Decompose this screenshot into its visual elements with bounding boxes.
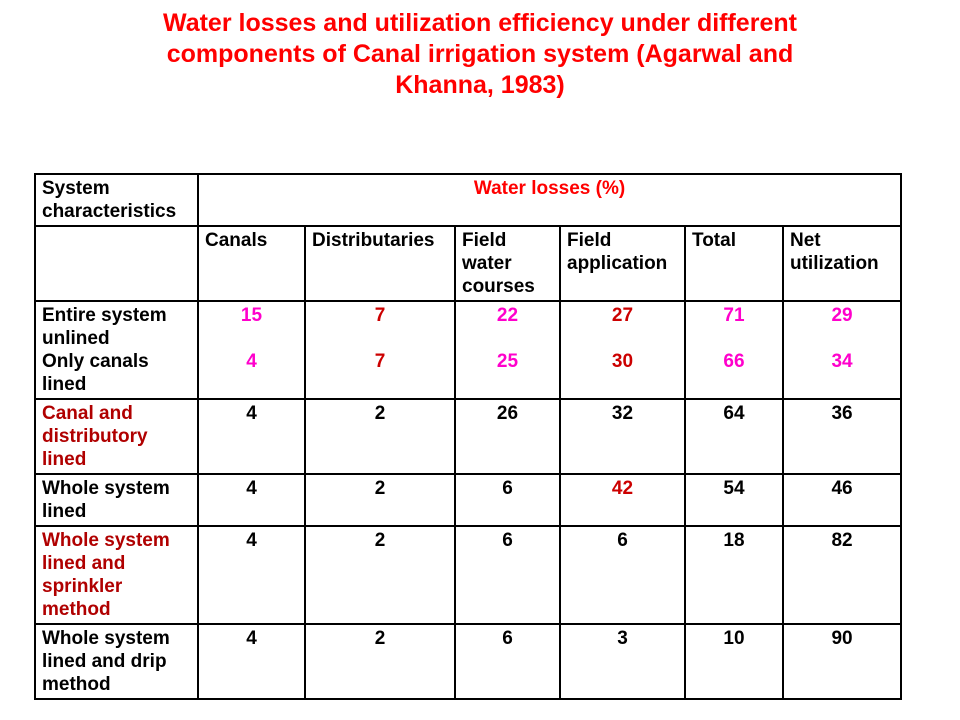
value: 25 xyxy=(496,351,519,372)
row-label-only-canals-lined: Only canals lined xyxy=(42,351,149,395)
value: 30 xyxy=(611,351,634,372)
value: 71 xyxy=(723,305,745,326)
value: 29 xyxy=(831,305,853,326)
cell-total: 71 66 xyxy=(684,300,784,400)
col-header-total: Total xyxy=(684,225,784,302)
cell-field-water-courses: 6 xyxy=(454,473,561,527)
cell-distributaries: 2 xyxy=(304,623,456,700)
col-header-field-application: Field application xyxy=(559,225,686,302)
cell-field-application: 6 xyxy=(559,525,686,625)
title-line-3: Khanna, 1983) xyxy=(395,71,565,99)
cell-field-application: 42 xyxy=(559,473,686,527)
row-label-whole-system-lined: Whole system lined xyxy=(34,473,199,527)
system-characteristics-header: System characteristics xyxy=(34,173,199,227)
cell-distributaries: 2 xyxy=(304,473,456,527)
cell-canals: 4 xyxy=(197,398,306,475)
value: 7 xyxy=(374,351,386,372)
page-title: Water losses and utilization efficiency … xyxy=(70,8,890,101)
row-label-whole-system-lined-drip: Whole system lined and drip method xyxy=(34,623,199,700)
table-row: Whole system lined and sprinkler method … xyxy=(34,525,903,625)
cell-field-water-courses: 22 25 xyxy=(454,300,561,400)
cell-total: 10 xyxy=(684,623,784,700)
cell-total: 64 xyxy=(684,398,784,475)
cell-canals: 4 xyxy=(197,623,306,700)
cell-distributaries: 2 xyxy=(304,525,456,625)
value: 4 xyxy=(246,351,257,372)
cell-net-utilization: 29 34 xyxy=(781,300,903,400)
row-label-whole-system-lined-sprinkler: Whole system lined and sprinkler method xyxy=(34,525,199,625)
table-row: Entire system unlined Only canals lined 1… xyxy=(34,300,903,400)
value: 34 xyxy=(831,351,853,372)
row-label-canal-and-distributory-lined: Canal and distributory lined xyxy=(34,398,199,475)
col-header-net-utilization: Net utilization xyxy=(781,225,903,302)
cell-field-water-courses: 26 xyxy=(454,398,561,475)
value: 27 xyxy=(611,305,634,326)
cell-canals: 15 4 xyxy=(197,300,306,400)
row-label-entire-system-unlined: Entire system unlined xyxy=(42,305,167,349)
cell-field-application: 3 xyxy=(559,623,686,700)
water-losses-header: Water losses (%) xyxy=(196,173,903,227)
water-losses-table: System characteristics Water losses (%) … xyxy=(34,173,903,700)
empty-header-cell xyxy=(34,225,199,302)
cell-net-utilization: 36 xyxy=(781,398,903,475)
cell-canals: 4 xyxy=(197,525,306,625)
header-row-1: System characteristics Water losses (%) xyxy=(34,173,903,227)
cell-net-utilization: 90 xyxy=(781,623,903,700)
table-row: Whole system lined and drip method 4 2 6… xyxy=(34,623,903,700)
cell-net-utilization: 82 xyxy=(781,525,903,625)
value: 7 xyxy=(374,305,386,326)
col-header-distributaries: Distributaries xyxy=(304,225,456,302)
cell-field-application: 27 30 xyxy=(559,300,686,400)
header-row-2: Canals Distributaries Field water course… xyxy=(34,225,903,302)
cell-total: 18 xyxy=(684,525,784,625)
cell-net-utilization: 46 xyxy=(781,473,903,527)
table-row: Whole system lined 4 2 6 42 54 46 xyxy=(34,473,903,527)
col-header-canals: Canals xyxy=(197,225,306,302)
row-label-entire-system: Entire system unlined Only canals lined xyxy=(34,300,199,400)
title-line-2: components of Canal irrigation system (A… xyxy=(166,40,794,68)
cell-total: 54 xyxy=(684,473,784,527)
value: 66 xyxy=(723,351,745,372)
cell-field-water-courses: 6 xyxy=(454,525,561,625)
cell-distributaries: 2 xyxy=(304,398,456,475)
value: 22 xyxy=(496,305,519,326)
col-header-field-water-courses: Field water courses xyxy=(454,225,561,302)
title-line-1: Water losses and utilization efficiency … xyxy=(163,9,797,37)
cell-field-water-courses: 6 xyxy=(454,623,561,700)
cell-canals: 4 xyxy=(197,473,306,527)
value: 15 xyxy=(240,305,263,326)
table-row: Canal and distributory lined 4 2 26 32 6… xyxy=(34,398,903,475)
cell-field-application: 32 xyxy=(559,398,686,475)
